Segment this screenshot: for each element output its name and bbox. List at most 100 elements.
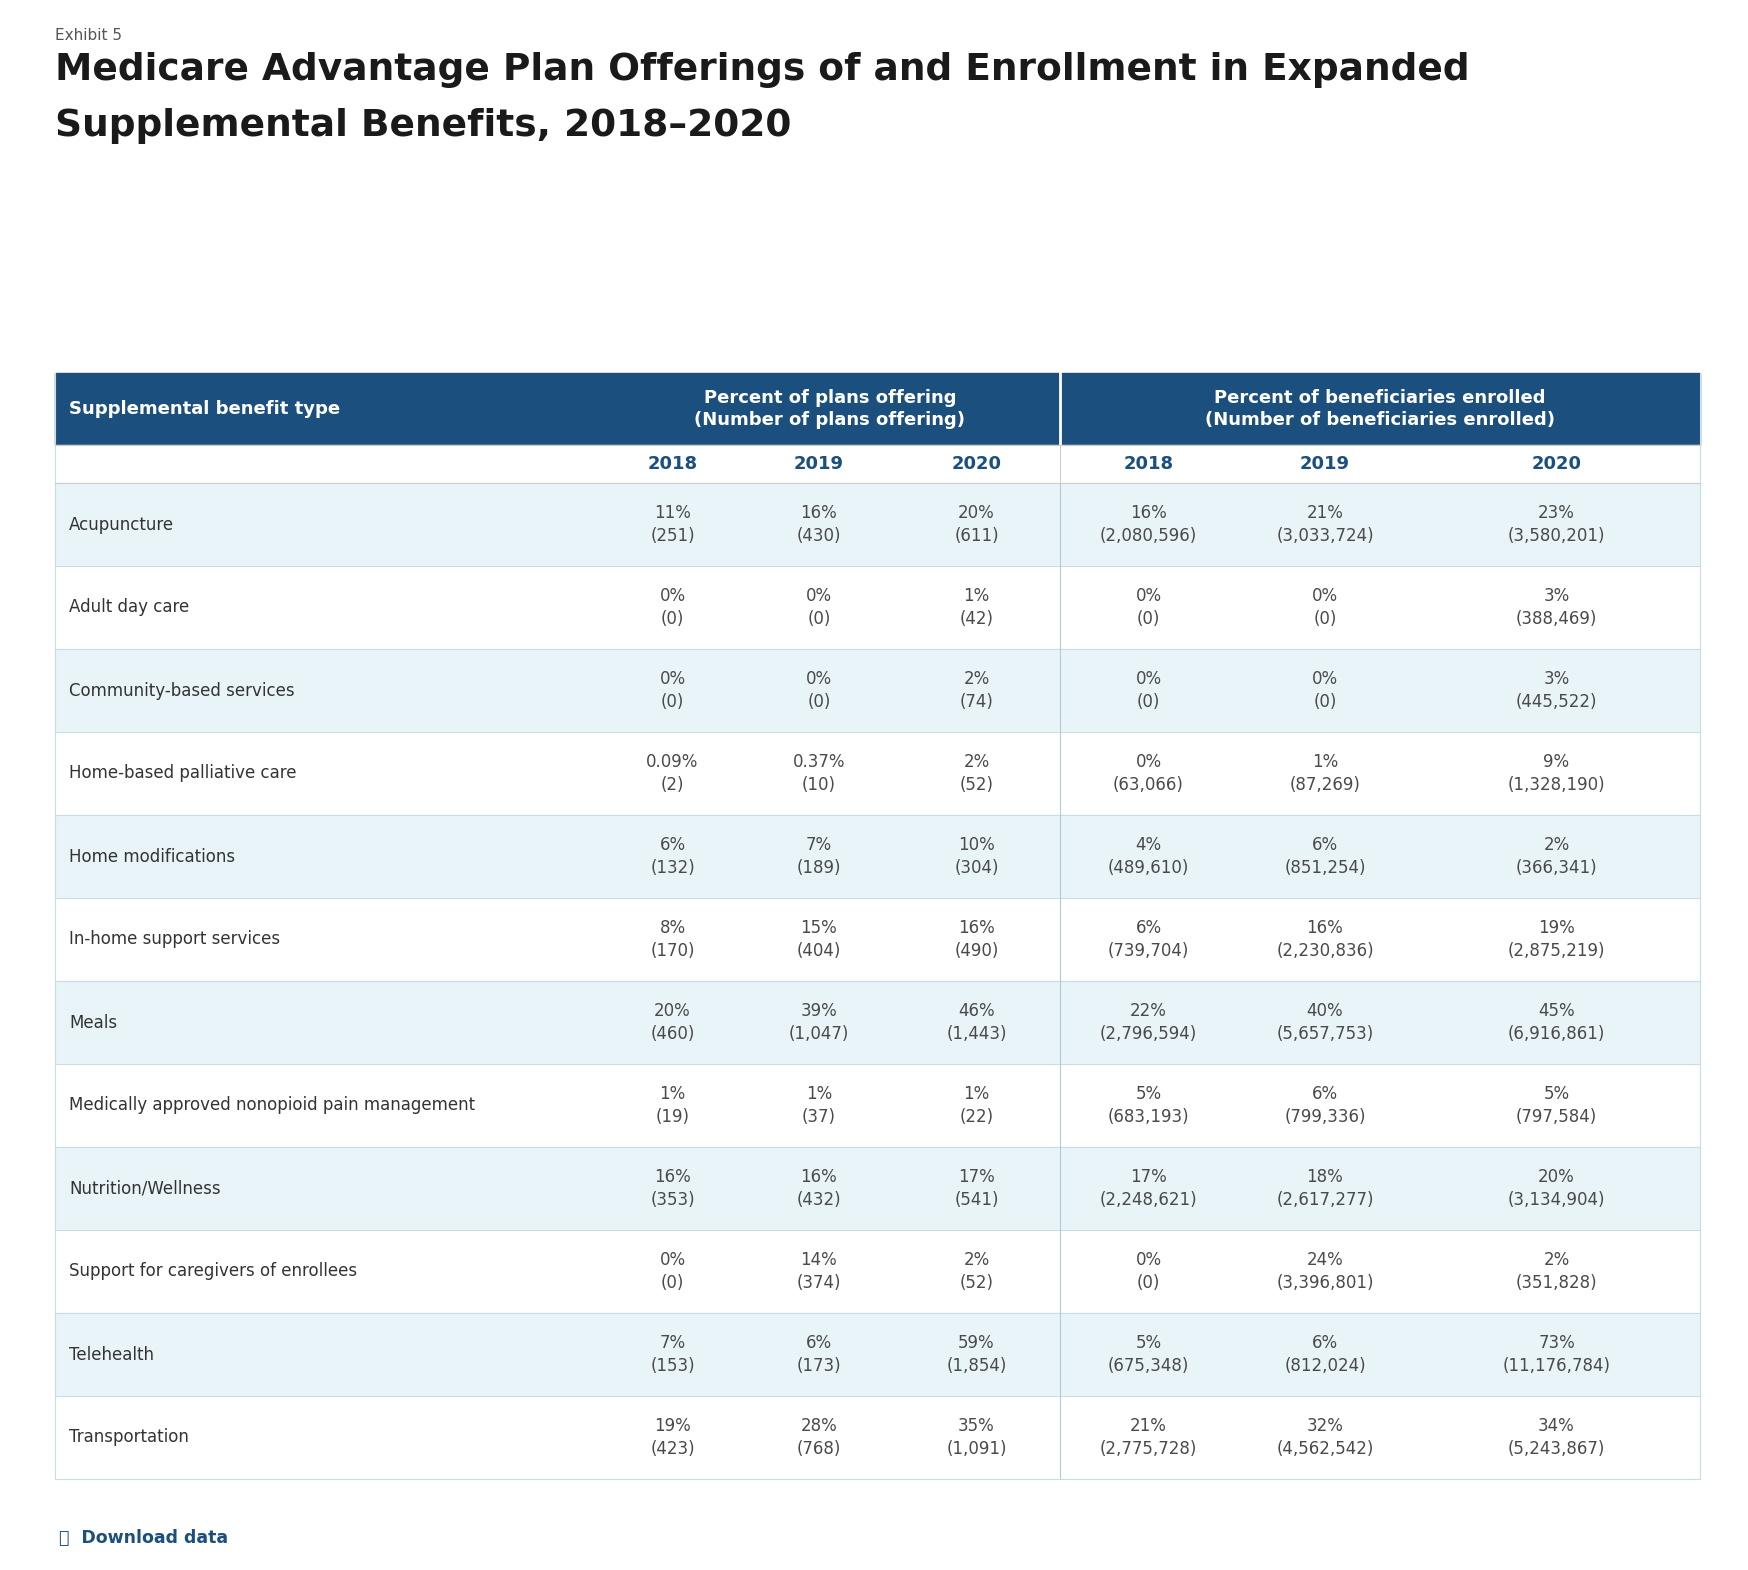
Text: 16%
(430): 16% (430) — [797, 504, 841, 545]
Text: Home modifications: Home modifications — [68, 848, 236, 865]
Text: 17%
(2,248,621): 17% (2,248,621) — [1099, 1168, 1197, 1209]
Text: 21%
(2,775,728): 21% (2,775,728) — [1099, 1416, 1197, 1459]
Text: 1%
(42): 1% (42) — [960, 587, 993, 628]
Text: 3%
(388,469): 3% (388,469) — [1516, 587, 1598, 628]
Text: 2020: 2020 — [951, 455, 1002, 473]
Bar — [54, 981, 1701, 1064]
Bar — [54, 1313, 1701, 1396]
Text: 2%
(366,341): 2% (366,341) — [1516, 835, 1598, 878]
Text: 20%
(611): 20% (611) — [954, 504, 998, 545]
Text: 5%
(675,348): 5% (675,348) — [1108, 1333, 1189, 1375]
Text: 39%
(1,047): 39% (1,047) — [788, 1002, 850, 1044]
Text: 10%
(304): 10% (304) — [954, 835, 998, 878]
Text: 6%
(132): 6% (132) — [650, 835, 696, 878]
Text: 46%
(1,443): 46% (1,443) — [946, 1002, 1007, 1044]
Text: 24%
(3,396,801): 24% (3,396,801) — [1276, 1251, 1374, 1292]
Text: 0%
(63,066): 0% (63,066) — [1113, 752, 1183, 794]
Text: Nutrition/Wellness: Nutrition/Wellness — [68, 1179, 220, 1198]
Text: Transportation: Transportation — [68, 1429, 189, 1446]
Text: Acupuncture: Acupuncture — [68, 515, 175, 534]
Text: 2%
(52): 2% (52) — [960, 752, 993, 794]
Text: 0%
(0): 0% (0) — [1313, 670, 1337, 711]
Text: 20%
(460): 20% (460) — [650, 1002, 694, 1044]
Text: Telehealth: Telehealth — [68, 1345, 154, 1363]
Bar — [54, 1064, 1701, 1148]
Bar — [54, 815, 1701, 898]
Text: 73%
(11,176,784): 73% (11,176,784) — [1503, 1333, 1610, 1375]
Text: 8%
(170): 8% (170) — [650, 918, 694, 961]
Text: In-home support services: In-home support services — [68, 931, 280, 948]
Text: 16%
(490): 16% (490) — [954, 918, 998, 961]
Text: 45%
(6,916,861): 45% (6,916,861) — [1509, 1002, 1605, 1044]
Text: Adult day care: Adult day care — [68, 598, 189, 617]
Text: 18%
(2,617,277): 18% (2,617,277) — [1276, 1168, 1374, 1209]
Bar — [54, 444, 1701, 484]
Bar — [54, 648, 1701, 732]
Text: 6%
(173): 6% (173) — [797, 1333, 841, 1375]
Text: 2018: 2018 — [647, 455, 697, 473]
Text: 0%
(0): 0% (0) — [659, 670, 685, 711]
Bar — [54, 484, 1701, 567]
Text: 1%
(19): 1% (19) — [656, 1085, 689, 1126]
Text: Medicare Advantage Plan Offerings of and Enrollment in Expanded: Medicare Advantage Plan Offerings of and… — [54, 52, 1470, 88]
Text: 0%
(0): 0% (0) — [1136, 1251, 1162, 1292]
Text: 0%
(0): 0% (0) — [659, 1251, 685, 1292]
Text: 7%
(153): 7% (153) — [650, 1333, 694, 1375]
Text: Home-based palliative care: Home-based palliative care — [68, 765, 297, 782]
Text: 2018: 2018 — [1124, 455, 1173, 473]
Bar — [54, 567, 1701, 648]
Text: 1%
(87,269): 1% (87,269) — [1290, 752, 1360, 794]
Text: 6%
(851,254): 6% (851,254) — [1285, 835, 1365, 878]
Text: Support for caregivers of enrollees: Support for caregivers of enrollees — [68, 1262, 357, 1281]
Text: 0.37%
(10): 0.37% (10) — [794, 752, 846, 794]
Text: 14%
(374): 14% (374) — [797, 1251, 841, 1292]
Text: 0.09%
(2): 0.09% (2) — [647, 752, 699, 794]
Text: 32%
(4,562,542): 32% (4,562,542) — [1276, 1416, 1374, 1459]
Text: 0%
(0): 0% (0) — [659, 587, 685, 628]
Text: 20%
(3,134,904): 20% (3,134,904) — [1509, 1168, 1605, 1209]
Text: 2%
(52): 2% (52) — [960, 1251, 993, 1292]
Text: 28%
(768): 28% (768) — [797, 1416, 841, 1459]
Text: Meals: Meals — [68, 1014, 117, 1031]
Text: Percent of plans offering
(Number of plans offering): Percent of plans offering (Number of pla… — [694, 388, 965, 430]
Bar — [54, 374, 1701, 444]
Text: ⤓  Download data: ⤓ Download data — [59, 1529, 229, 1546]
Text: Medically approved nonopioid pain management: Medically approved nonopioid pain manage… — [68, 1096, 475, 1115]
Text: 21%
(3,033,724): 21% (3,033,724) — [1276, 504, 1374, 545]
Text: Percent of beneficiaries enrolled
(Number of beneficiaries enrolled): Percent of beneficiaries enrolled (Numbe… — [1204, 388, 1556, 430]
Text: 2019: 2019 — [794, 455, 844, 473]
Text: 5%
(683,193): 5% (683,193) — [1108, 1085, 1189, 1126]
Text: 11%
(251): 11% (251) — [650, 504, 694, 545]
Text: 0%
(0): 0% (0) — [1136, 587, 1162, 628]
Text: 9%
(1,328,190): 9% (1,328,190) — [1509, 752, 1605, 794]
Text: 17%
(541): 17% (541) — [954, 1168, 998, 1209]
Text: 0%
(0): 0% (0) — [1136, 670, 1162, 711]
Text: 23%
(3,580,201): 23% (3,580,201) — [1509, 504, 1605, 545]
Text: 1%
(22): 1% (22) — [960, 1085, 993, 1126]
Text: 16%
(2,230,836): 16% (2,230,836) — [1276, 918, 1374, 961]
Text: 1%
(37): 1% (37) — [802, 1085, 836, 1126]
Text: Supplemental benefit type: Supplemental benefit type — [68, 400, 341, 418]
Text: 16%
(2,080,596): 16% (2,080,596) — [1099, 504, 1197, 545]
Text: 16%
(432): 16% (432) — [797, 1168, 841, 1209]
Text: 5%
(797,584): 5% (797,584) — [1516, 1085, 1598, 1126]
Text: 4%
(489,610): 4% (489,610) — [1108, 835, 1189, 878]
Text: 15%
(404): 15% (404) — [797, 918, 841, 961]
Text: 3%
(445,522): 3% (445,522) — [1516, 670, 1598, 711]
Text: 0%
(0): 0% (0) — [806, 670, 832, 711]
Text: 6%
(739,704): 6% (739,704) — [1108, 918, 1189, 961]
Text: 2020: 2020 — [1531, 455, 1582, 473]
Text: 40%
(5,657,753): 40% (5,657,753) — [1276, 1002, 1374, 1044]
Text: 35%
(1,091): 35% (1,091) — [946, 1416, 1007, 1459]
Bar — [54, 1148, 1701, 1229]
Text: 59%
(1,854): 59% (1,854) — [946, 1333, 1007, 1375]
Text: 22%
(2,796,594): 22% (2,796,594) — [1099, 1002, 1197, 1044]
Bar — [54, 732, 1701, 815]
Text: 7%
(189): 7% (189) — [797, 835, 841, 878]
Text: Community-based services: Community-based services — [68, 681, 295, 700]
Text: 0%
(0): 0% (0) — [806, 587, 832, 628]
Bar — [54, 1396, 1701, 1479]
Text: 2019: 2019 — [1301, 455, 1349, 473]
Text: 2%
(74): 2% (74) — [960, 670, 993, 711]
Text: 2%
(351,828): 2% (351,828) — [1516, 1251, 1598, 1292]
